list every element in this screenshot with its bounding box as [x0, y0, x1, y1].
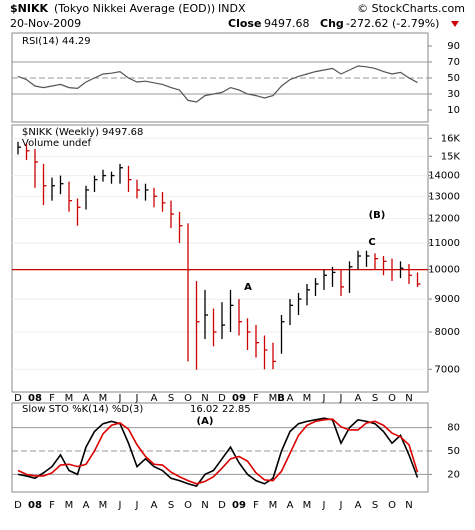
- x-tick-label: J: [118, 393, 122, 404]
- last-value: 22.85: [222, 404, 251, 415]
- credit: © StockCharts.com: [357, 2, 465, 15]
- x-tick-label: D: [14, 393, 22, 404]
- y-tick-label: 30: [447, 89, 460, 100]
- x-tick-label: M: [65, 393, 74, 404]
- x-tick-label: O: [184, 500, 192, 511]
- rsi-line: [17, 65, 418, 103]
- y-tick-label: 15K: [441, 151, 461, 162]
- x-tick-label: M: [99, 500, 108, 511]
- x-tick-label: M: [99, 393, 108, 404]
- x-tick-label: M: [65, 500, 74, 511]
- y-tick-label: 70: [447, 57, 460, 68]
- panel-subtitle: Volume undef: [22, 138, 92, 149]
- x-tick-label: O: [184, 393, 192, 404]
- annotation: (A): [197, 416, 214, 427]
- y-tick-label: 90: [447, 41, 460, 52]
- x-tick-label: 08: [28, 500, 42, 511]
- panel-title: $NIKK (Weekly): [22, 127, 99, 138]
- down-arrow: [451, 21, 459, 27]
- x-tick-label: D: [218, 500, 226, 511]
- x-tick-label: S: [168, 393, 174, 404]
- y-tick-label: 80: [447, 423, 460, 434]
- x-tick-label: M: [303, 393, 312, 404]
- y-tick-label: 9000: [435, 294, 460, 305]
- indicator-line: [17, 417, 419, 488]
- panel-title: RSI(14): [22, 36, 59, 47]
- x-tick-label: J: [135, 500, 139, 511]
- annotation: B: [277, 393, 285, 404]
- annotation: A: [244, 282, 252, 293]
- chg-label: Chg: [320, 17, 344, 30]
- chg-value: -272.62 (-2.79%): [346, 17, 439, 30]
- y-tick-label: 20: [447, 469, 460, 480]
- x-tick-label: A: [83, 393, 90, 404]
- annotation: C: [368, 237, 375, 248]
- x-tick-label: S: [372, 500, 378, 511]
- exchange: INDX: [218, 2, 246, 15]
- x-tick-label: O: [388, 393, 396, 404]
- y-tick-label: 50: [447, 73, 460, 84]
- x-tick-label: J: [339, 393, 343, 404]
- x-tick-label: S: [372, 393, 378, 404]
- last-value: 16.02: [190, 404, 219, 415]
- x-tick-label: A: [151, 500, 158, 511]
- x-tick-label: 09: [232, 500, 246, 511]
- y-tick-label: 10000: [428, 265, 460, 276]
- x-tick-label: A: [287, 500, 294, 511]
- x-tick-label: F: [253, 393, 259, 404]
- y-tick-label: 10: [447, 105, 460, 116]
- x-tick-label: A: [355, 500, 362, 511]
- y-tick-label: 8000: [435, 327, 460, 338]
- x-tick-label: J: [339, 500, 343, 511]
- y-tick-label: 13000: [428, 191, 460, 202]
- x-tick-label: A: [83, 500, 90, 511]
- x-tick-label: N: [405, 500, 412, 511]
- x-tick-label: D: [218, 393, 226, 404]
- x-tick-label: N: [405, 393, 412, 404]
- y-tick-label: 12000: [428, 214, 460, 225]
- x-tick-label: 08: [28, 393, 42, 404]
- x-tick-label: A: [151, 393, 158, 404]
- panel-last-value: 9497.68: [102, 127, 143, 138]
- x-tick-label: A: [355, 393, 362, 404]
- x-tick-label: J: [322, 393, 326, 404]
- x-tick-label: O: [388, 500, 396, 511]
- panel-title: Slow STO %K(14) %D(3): [22, 404, 143, 415]
- indicator-line: [17, 418, 419, 485]
- panel-frame: [11, 124, 429, 393]
- x-tick-label: J: [322, 500, 326, 511]
- x-tick-label: A: [287, 393, 294, 404]
- x-tick-label: 09: [232, 393, 246, 404]
- x-tick-label: M: [303, 500, 312, 511]
- y-tick-label: 16K: [441, 133, 461, 144]
- close-label: Close: [228, 17, 261, 30]
- x-tick-label: S: [168, 500, 174, 511]
- x-tick-label: J: [135, 393, 139, 404]
- panel-last-value: 44.29: [62, 36, 91, 47]
- x-tick-label: M: [269, 500, 278, 511]
- y-tick-label: 14000: [428, 171, 460, 182]
- x-tick-label: F: [49, 393, 55, 404]
- y-tick-label: 50: [447, 446, 460, 457]
- x-tick-label: F: [253, 500, 259, 511]
- panel-frame: [11, 402, 429, 493]
- annotation: (B): [369, 210, 386, 221]
- symbol: $NIKK: [10, 2, 48, 15]
- x-tick-label: F: [49, 500, 55, 511]
- y-tick-label: 11000: [428, 238, 460, 249]
- date: 20-Nov-2009: [10, 17, 81, 30]
- x-tick-label: N: [201, 500, 208, 511]
- x-tick-label: J: [118, 500, 122, 511]
- x-tick-label: N: [201, 393, 208, 404]
- x-tick-label: M: [269, 393, 278, 404]
- close-value: 9497.68: [264, 17, 310, 30]
- x-tick-label: D: [14, 500, 22, 511]
- y-tick-label: 7000: [435, 364, 460, 375]
- symbol-name: (Tokyo Nikkei Average (EOD)): [54, 2, 215, 15]
